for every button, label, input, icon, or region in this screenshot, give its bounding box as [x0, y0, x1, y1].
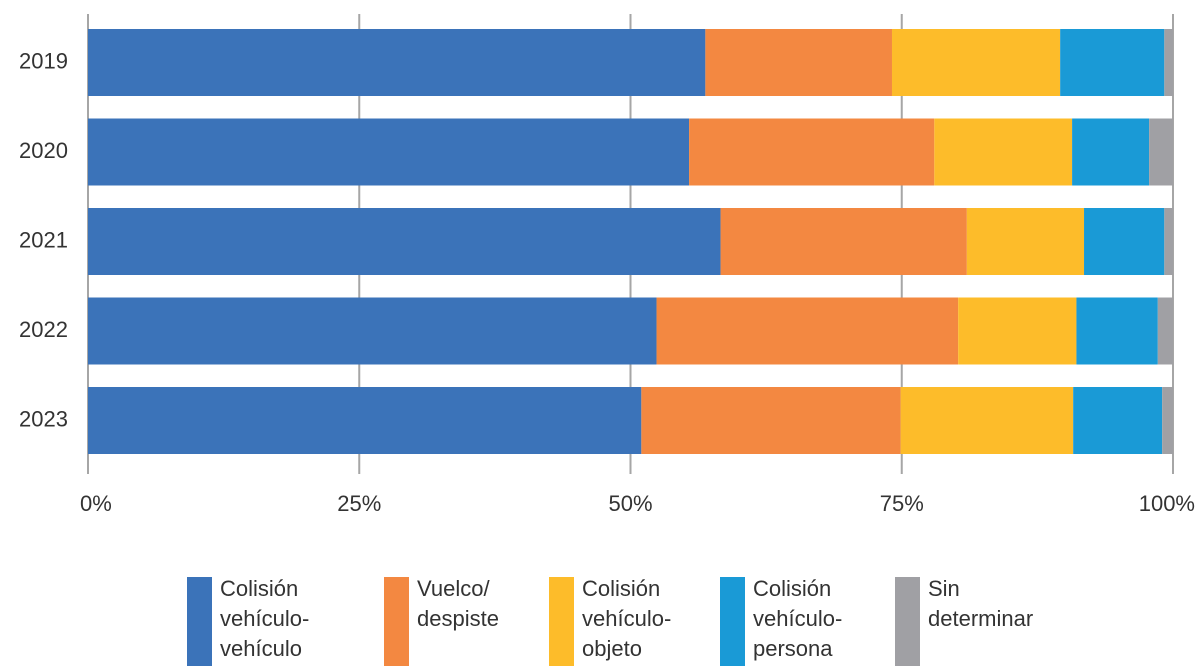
y-tick-label: 2021 — [19, 227, 68, 252]
bar-segment — [934, 118, 1073, 186]
legend-label: Vuelco/despiste — [417, 576, 499, 631]
bar-segment — [88, 297, 657, 365]
legend-label-line: objeto — [582, 636, 642, 661]
legend-label: Colisión vehículo-objeto — [582, 576, 671, 661]
y-axis: 2019 2020 2021 2022 2023 — [19, 48, 68, 431]
x-tick-label: 100% — [1139, 491, 1195, 516]
legend-swatch — [895, 577, 920, 666]
bar-segment — [1149, 118, 1173, 186]
bar-segment — [88, 118, 690, 186]
bar-segment — [689, 118, 935, 186]
bar-segment — [641, 387, 901, 454]
bar-segment — [720, 208, 967, 275]
legend-item: Colisión vehículo-vehículo — [187, 576, 309, 666]
bar-segment — [1073, 387, 1163, 454]
bar-segment — [1072, 118, 1150, 186]
x-tick-label: 25% — [337, 491, 381, 516]
legend-label-line: Sin — [928, 576, 960, 601]
legend-item: Colisión vehículo-persona — [720, 576, 842, 666]
legend-swatch — [187, 577, 212, 666]
bar-segment — [88, 29, 706, 96]
bar-segment — [656, 297, 959, 365]
legend: Colisión vehículo-vehículo Vuelco/despiste… — [187, 576, 1033, 666]
y-tick-label: 2022 — [19, 317, 68, 342]
legend-item: Vuelco/despiste — [384, 576, 499, 666]
legend-swatch — [384, 577, 409, 666]
x-tick-label: 75% — [880, 491, 924, 516]
legend-swatch — [720, 577, 745, 666]
bar-segment — [900, 387, 1074, 454]
y-tick-label: 2023 — [19, 406, 68, 431]
bar-segment — [891, 29, 1061, 96]
legend-label-line: Vuelco/ — [417, 576, 490, 601]
bar-segment — [1157, 297, 1173, 365]
legend-label-line: determinar — [928, 606, 1033, 631]
bar-segment — [705, 29, 892, 96]
x-tick-label: 50% — [608, 491, 652, 516]
bar-segment — [1076, 297, 1158, 365]
bar-segment — [1084, 208, 1165, 275]
bar-segment — [88, 208, 721, 275]
legend-label-line: Colisión — [753, 576, 831, 601]
y-tick-label: 2019 — [19, 48, 68, 73]
bar-segment — [1164, 208, 1173, 275]
legend-item: Sin determinar — [895, 576, 1033, 666]
legend-item: Colisión vehículo-objeto — [549, 576, 671, 666]
y-tick-label: 2020 — [19, 138, 68, 163]
legend-label-line: vehículo — [220, 636, 302, 661]
bar-segment — [1164, 29, 1173, 96]
bar-segment — [1060, 29, 1165, 96]
bar-segment — [1162, 387, 1173, 454]
legend-label-line: Colisión — [582, 576, 660, 601]
bar-segment — [966, 208, 1085, 275]
bars — [88, 29, 1173, 454]
x-tick-label: 0% — [80, 491, 112, 516]
legend-label: Colisión vehículo-vehículo — [220, 576, 309, 661]
bar-segment — [958, 297, 1077, 365]
legend-label-line: vehículo- — [753, 606, 842, 631]
x-axis: 0% 25% 50% 75% 100% — [80, 491, 1195, 516]
bar-segment — [88, 387, 642, 454]
legend-label-line: despiste — [417, 606, 499, 631]
legend-swatch — [549, 577, 574, 666]
legend-label: Sin determinar — [928, 576, 1033, 631]
legend-label-line: Colisión — [220, 576, 298, 601]
legend-label-line: vehículo- — [220, 606, 309, 631]
legend-label-line: vehículo- — [582, 606, 671, 631]
legend-label-line: persona — [753, 636, 833, 661]
legend-label: Colisión vehículo-persona — [753, 576, 842, 661]
